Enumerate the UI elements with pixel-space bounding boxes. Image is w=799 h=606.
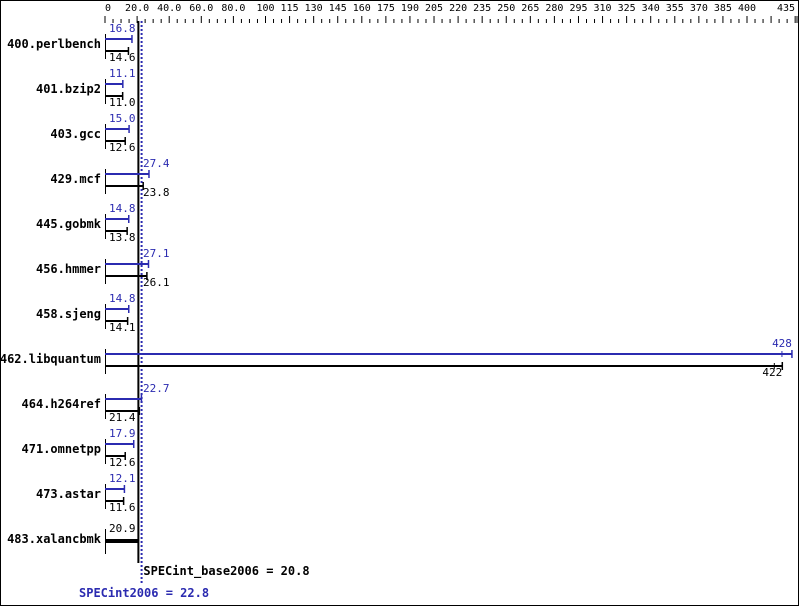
tick-label: 60.0	[189, 3, 213, 14]
peak-value-label: 12.1	[109, 472, 136, 485]
tick-label: 100	[256, 3, 274, 14]
peak-value-label: 27.1	[143, 247, 170, 260]
peak-value-label: 27.4	[143, 157, 170, 170]
tick-label: 355	[666, 3, 684, 14]
tick-label: 235	[473, 3, 491, 14]
tick-label: 280	[545, 3, 563, 14]
peak-value-label: 15.0	[109, 112, 136, 125]
tick-label: 80.0	[221, 3, 245, 14]
base-value-label: 21.4	[109, 411, 136, 424]
benchmark-label: 456.hmmer	[36, 262, 101, 276]
base-value-label: 12.6	[109, 141, 136, 154]
tick-label: 175	[377, 3, 395, 14]
base-value-label: 11.6	[109, 501, 136, 514]
tick-label: 400	[738, 3, 756, 14]
peak-value-label: 17.9	[109, 427, 136, 440]
base-value-label: 23.8	[143, 186, 170, 199]
peak-score-label: SPECint2006 = 22.8	[79, 586, 209, 600]
benchmark-label: 429.mcf	[50, 172, 101, 186]
peak-value-label: 22.7	[143, 382, 170, 395]
tick-label: 340	[642, 3, 660, 14]
peak-value-label: 428	[772, 337, 792, 350]
tick-label: 295	[569, 3, 587, 14]
tick-label: 325	[618, 3, 636, 14]
tick-label: 250	[497, 3, 515, 14]
base-value-label: 13.8	[109, 231, 136, 244]
tick-label: 385	[714, 3, 732, 14]
tick-label: 160	[353, 3, 371, 14]
peak-value-label: 16.8	[109, 22, 136, 35]
tick-label: 190	[401, 3, 419, 14]
base-value-label: 14.6	[109, 51, 136, 64]
tick-label: 20.0	[125, 3, 149, 14]
base-value-label: 20.9	[109, 522, 136, 535]
base-value-label: 14.1	[109, 321, 136, 334]
base-value-label: 12.6	[109, 456, 136, 469]
tick-label: 40.0	[157, 3, 181, 14]
tick-label: 370	[690, 3, 708, 14]
peak-value-label: 14.8	[109, 202, 136, 215]
benchmark-label: 464.h264ref	[22, 397, 101, 411]
benchmark-label: 400.perlbench	[7, 37, 101, 51]
tick-label: 205	[425, 3, 443, 14]
benchmark-label: 445.gobmk	[36, 217, 102, 231]
base-score-label: SPECint_base2006 = 20.8	[143, 564, 309, 579]
benchmark-label: 458.sjeng	[36, 307, 101, 321]
tick-label: 115	[281, 3, 299, 14]
base-value-label: 11.0	[109, 96, 136, 109]
tick-label: 220	[449, 3, 467, 14]
tick-label: 265	[521, 3, 539, 14]
base-value-label: 26.1	[143, 276, 170, 289]
benchmark-label: 473.astar	[36, 487, 101, 501]
tick-label: 435	[777, 3, 795, 14]
benchmark-label: 471.omnetpp	[22, 442, 101, 456]
benchmark-label: 403.gcc	[50, 127, 101, 141]
tick-label: 145	[329, 3, 347, 14]
benchmark-label: 401.bzip2	[36, 82, 101, 96]
base-value-label: 422	[762, 366, 782, 379]
benchmark-label: 483.xalancbmk	[7, 532, 102, 546]
tick-label: 310	[594, 3, 612, 14]
tick-label: 0	[105, 3, 111, 14]
benchmark-label: 462.libquantum	[1, 352, 101, 366]
peak-value-label: 11.1	[109, 67, 136, 80]
tick-label: 130	[305, 3, 323, 14]
peak-value-label: 14.8	[109, 292, 136, 305]
